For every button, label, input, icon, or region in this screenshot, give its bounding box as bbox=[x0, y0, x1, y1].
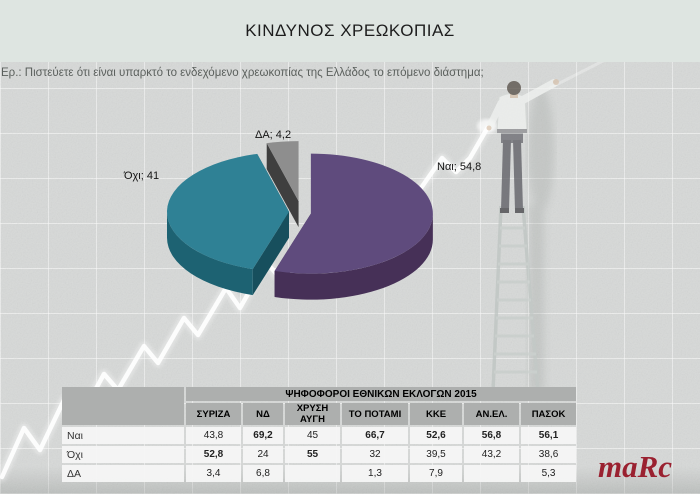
table-cell: 24 bbox=[243, 446, 283, 463]
table-cell: 6,8 bbox=[243, 465, 283, 482]
brand-logo: maRc bbox=[598, 449, 673, 484]
table-cell: 69,2 bbox=[243, 427, 283, 444]
table-cell bbox=[464, 465, 519, 482]
table-corner-cell bbox=[62, 387, 184, 425]
person-on-ladder bbox=[486, 79, 559, 393]
table-cell: 43,2 bbox=[464, 446, 519, 463]
survey-question: Ερ.: Πιστεύετε ότι είναι υπαρκτό το ενδε… bbox=[1, 67, 484, 79]
table-cell: 3,4 bbox=[186, 465, 241, 482]
table-cell: 39,5 bbox=[410, 446, 462, 463]
table-cell: 43,8 bbox=[186, 427, 241, 444]
table-cell: 38,6 bbox=[521, 446, 577, 463]
table-col-header: ΣΥΡΙΖΑ bbox=[186, 403, 241, 425]
table-row-label: ΔΑ bbox=[62, 465, 184, 482]
table-cell: 56,8 bbox=[464, 427, 519, 444]
table-cell: 52,8 bbox=[186, 446, 241, 463]
results-table: ΨΗΦΟΦΟΡΟΙ ΕΘΝΙΚΩΝ ΕΚΛΟΓΩΝ 2015 ΣΥΡΙΖΑ ΝΔ Χ… bbox=[60, 385, 578, 484]
pie-slice-label: Ναι; 54,8 bbox=[437, 161, 482, 173]
table-cell: 55 bbox=[285, 446, 340, 463]
ladder bbox=[491, 205, 540, 393]
table-cell: 45 bbox=[285, 427, 340, 444]
table-col-header: ΠΑΣΟΚ bbox=[521, 403, 577, 425]
table-group-header: ΨΗΦΟΦΟΡΟΙ ΕΘΝΙΚΩΝ ΕΚΛΟΓΩΝ 2015 bbox=[186, 387, 577, 401]
table-cell: 66,7 bbox=[342, 427, 408, 444]
table-col-header: ΝΔ bbox=[243, 403, 283, 425]
pie-slice-label: Όχι; 41 bbox=[124, 170, 160, 182]
page-title: ΚΙΝΔΥΝΟΣ ΧΡΕΩΚΟΠΙΑΣ bbox=[245, 21, 455, 40]
table-row: ΔΑ 3,4 6,8 1,3 7,9 5,3 bbox=[62, 465, 577, 482]
title-band: ΚΙΝΔΥΝΟΣ ΧΡΕΩΚΟΠΙΑΣ bbox=[0, 0, 700, 62]
table-cell: 32 bbox=[342, 446, 408, 463]
table-col-header: ΤΟ ΠΟΤΑΜΙ bbox=[342, 403, 408, 425]
table-col-header: ΑΝ.ΕΛ. bbox=[464, 403, 519, 425]
table-cell: 7,9 bbox=[410, 465, 462, 482]
pie-slice-label: ΔΑ; 4,2 bbox=[255, 129, 292, 141]
table-row-label: Ναι bbox=[62, 427, 184, 444]
table-cell: 5,3 bbox=[521, 465, 577, 482]
table-cell: 52,6 bbox=[410, 427, 462, 444]
person-figure bbox=[486, 79, 559, 213]
table-cell: 1,3 bbox=[342, 465, 408, 482]
table-row: Όχι 52,8 24 55 32 39,5 43,2 38,6 bbox=[62, 446, 577, 463]
table-cell bbox=[285, 465, 340, 482]
table-col-header: ΧΡΥΣΗ ΑΥΓΗ bbox=[285, 403, 340, 425]
table-col-header: ΚΚΕ bbox=[410, 403, 462, 425]
table-row: Ναι 43,8 69,2 45 66,7 52,6 56,8 56,1 bbox=[62, 427, 577, 444]
table-row-label: Όχι bbox=[62, 446, 184, 463]
table-cell: 56,1 bbox=[521, 427, 577, 444]
